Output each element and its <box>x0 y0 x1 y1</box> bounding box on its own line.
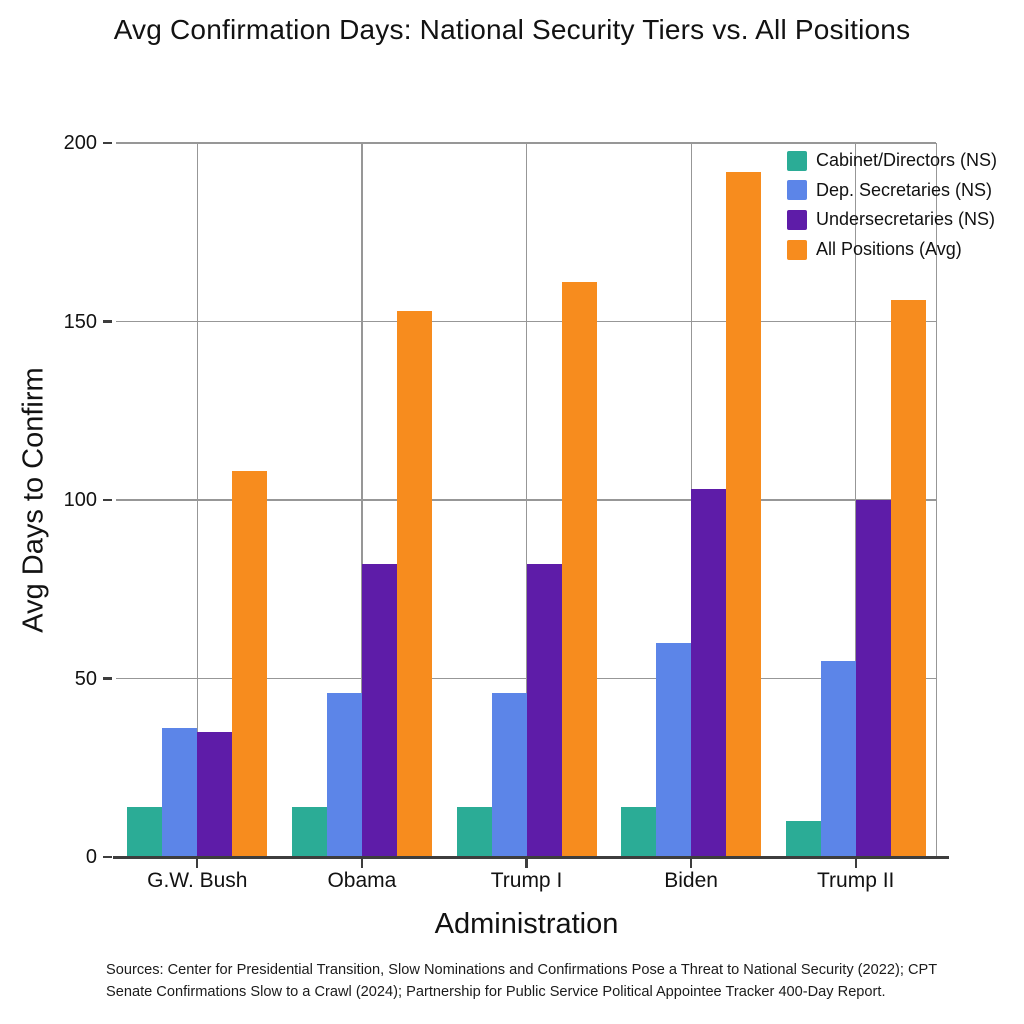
source-note: Sources: Center for Presidential Transit… <box>106 960 937 1003</box>
legend: Cabinet/Directors (NS) Dep. Secretaries (… <box>787 146 997 264</box>
bar-dep-secretaries-ns-trump-ii <box>820 660 856 857</box>
bar-cabinet-directors-ns-trump-i <box>456 807 492 857</box>
x-category-label: G.W. Bush <box>147 869 248 892</box>
bar-cabinet-directors-ns-obama <box>291 807 327 857</box>
bar-dep-secretaries-ns-obama <box>326 692 362 857</box>
x-axis-tick <box>525 858 528 868</box>
bar-all-positions-avg-g-w-bush <box>232 471 268 857</box>
bar-cabinet-directors-ns-trump-ii <box>785 821 821 857</box>
source-note-line2: Senate Confirmations Slow to a Crawl (20… <box>106 983 886 1000</box>
bar-all-positions-avg-biden <box>726 171 762 857</box>
y-axis-tick <box>103 320 112 323</box>
x-axis-title: Administration <box>434 908 619 940</box>
x-category-label: Trump I <box>490 869 563 892</box>
x-category-label: Trump II <box>816 869 895 892</box>
y-axis-tick <box>103 498 112 502</box>
legend-swatch <box>787 209 807 230</box>
x-axis-tick <box>854 858 857 868</box>
legend-item-dep-secretaries-ns: Dep. Secretaries (NS) <box>787 176 997 206</box>
bar-dep-secretaries-ns-biden <box>656 642 692 857</box>
bar-all-positions-avg-obama <box>396 310 432 857</box>
bar-cabinet-directors-ns-biden <box>621 807 657 857</box>
bar-undersecretaries-ns-trump-ii <box>855 500 891 857</box>
bar-undersecretaries-ns-g-w-bush <box>197 732 233 857</box>
v-gridline <box>196 143 198 857</box>
y-axis-tick <box>103 141 112 145</box>
bar-undersecretaries-ns-biden <box>691 489 727 857</box>
source-note-line1: Sources: Center for Presidential Transit… <box>106 962 938 978</box>
x-axis-line <box>113 855 949 859</box>
legend-label: Cabinet/Directors (NS) <box>816 150 998 171</box>
legend-label: All Positions (Avg) <box>816 239 962 260</box>
bar-all-positions-avg-trump-ii <box>890 300 926 857</box>
x-axis-tick <box>360 858 364 868</box>
legend-swatch <box>787 239 807 260</box>
legend-item-undersecretaries-ns: Undersecretaries (NS) <box>787 205 997 235</box>
bar-undersecretaries-ns-trump-i <box>526 564 562 857</box>
legend-label: Dep. Secretaries (NS) <box>816 179 993 200</box>
bar-cabinet-directors-ns-g-w-bush <box>127 807 163 857</box>
v-gridline <box>936 143 938 857</box>
y-tick-label: 100 <box>63 489 97 511</box>
y-tick-label: 150 <box>63 310 97 333</box>
legend-swatch <box>787 180 807 201</box>
bar-dep-secretaries-ns-g-w-bush <box>162 728 198 857</box>
y-tick-label: 200 <box>63 132 97 154</box>
x-axis-tick <box>196 858 199 868</box>
x-axis-tick <box>689 858 693 868</box>
y-tick-label: 0 <box>85 846 97 868</box>
bar-dep-secretaries-ns-trump-i <box>491 692 527 857</box>
v-gridline <box>361 143 363 857</box>
x-category-label: Obama <box>327 869 397 892</box>
y-tick-label: 50 <box>74 667 97 690</box>
legend-item-all-positions-avg: All Positions (Avg) <box>787 235 997 265</box>
bar-all-positions-avg-trump-i <box>561 282 597 857</box>
chart-title: Avg Confirmation Days: National Security… <box>113 14 911 45</box>
y-axis-tick <box>103 855 112 859</box>
y-axis-tick <box>103 677 112 680</box>
bar-undersecretaries-ns-obama <box>361 564 397 857</box>
v-gridline <box>525 143 528 857</box>
legend-label: Undersecretaries (NS) <box>816 209 996 230</box>
x-category-label: Biden <box>664 869 718 892</box>
legend-item-cabinet-directors-ns: Cabinet/Directors (NS) <box>787 146 997 176</box>
legend-swatch <box>787 150 807 171</box>
